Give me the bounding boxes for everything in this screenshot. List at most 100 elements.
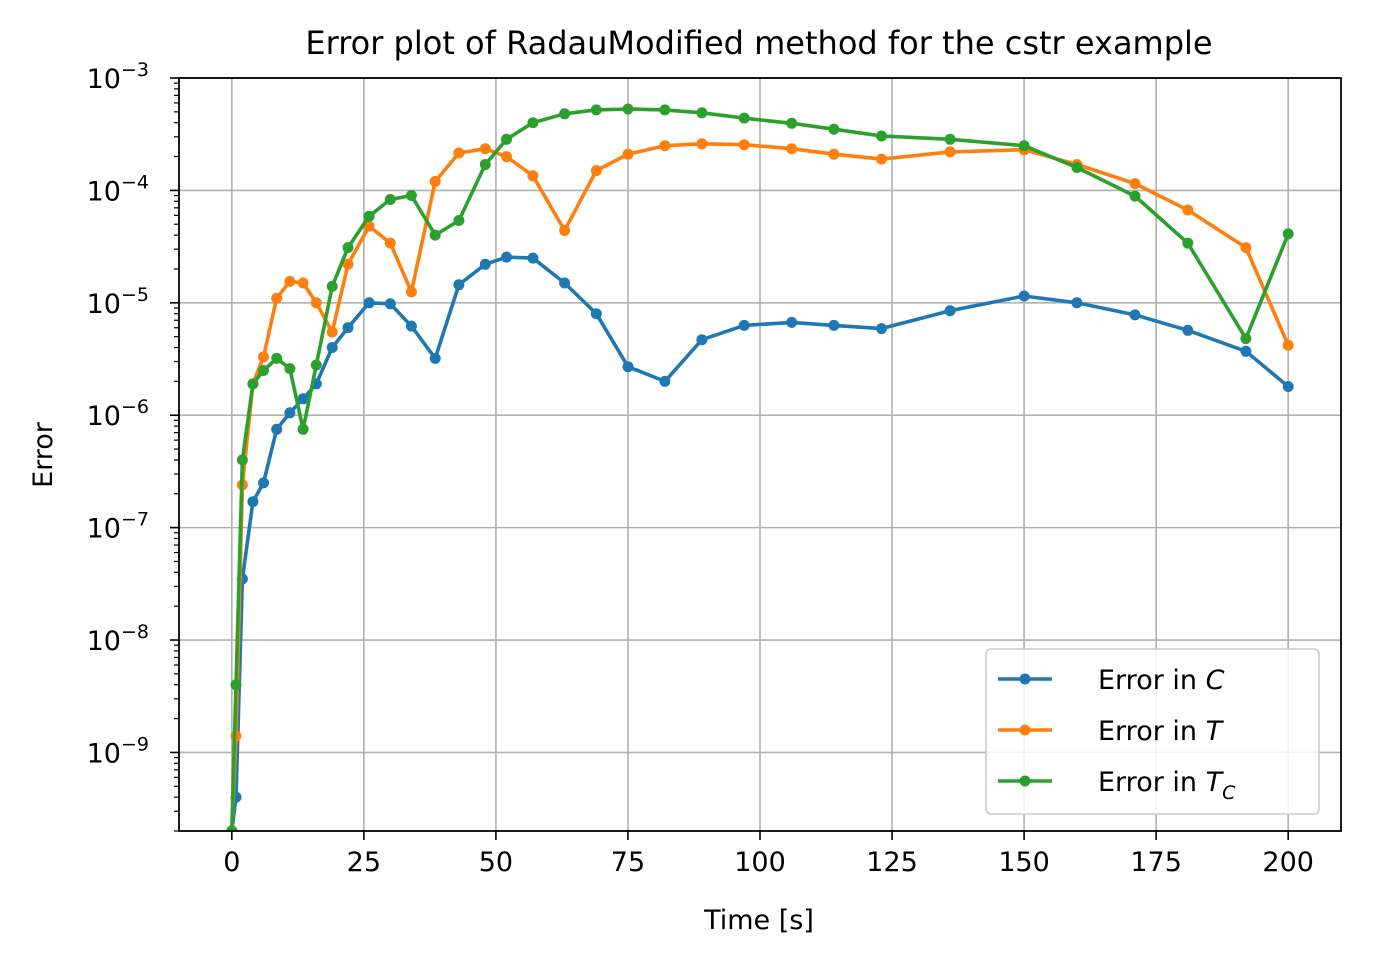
y-axis-label: Error [28,421,59,488]
data-point [876,323,887,335]
data-point [1282,339,1294,351]
axes: 0 25 50 75 100 125 150 175 200 10−9 10−8 10−7 10−6 10… [87,59,1342,878]
data-point [342,242,354,254]
data-point [271,292,283,304]
legend-item: Error in C [998,665,1225,696]
data-point [230,679,242,691]
data-point [1018,290,1030,302]
x-tick-label: 200 [1262,847,1314,878]
y-tick-label: 10−6 [87,396,149,432]
data-point [1240,242,1252,254]
data-point [271,352,283,364]
data-point [696,107,708,119]
data-point [384,237,396,249]
legend-box [985,648,1320,815]
legend-swatch-marker [1019,673,1031,685]
x-tick-label: 150 [998,847,1050,878]
data-point [590,104,602,116]
legend: Error in C Error in T Error in TC [985,648,1320,815]
legend-item: Error in T [998,716,1225,747]
data-point [828,148,840,160]
plot-frame [178,77,1342,832]
legend-item: Error in TC [998,767,1236,804]
data-point [429,176,441,187]
data-point [326,326,338,338]
data-point [696,138,708,150]
data-point [527,252,539,264]
data-point [453,215,465,226]
legend-label: Error in TC [1098,767,1236,804]
data-point [696,334,708,346]
data-point [1182,237,1194,249]
data-point [1129,190,1141,202]
x-tick-label: 100 [734,847,786,878]
data-point [559,108,571,120]
data-point [284,407,296,419]
data-point [236,454,248,466]
data-point [405,190,417,201]
data-point [284,363,296,375]
x-tick-label: 25 [347,847,381,878]
y-tick-label: 10−9 [87,733,149,769]
data-point [1129,309,1141,321]
data-point [363,210,375,222]
data-point [1182,324,1194,336]
data-point [527,170,539,182]
data-point [247,378,259,390]
data-point [590,308,602,320]
data-point [297,423,309,435]
data-point [944,133,956,145]
x-tick-label: 0 [223,847,240,878]
data-point [622,103,634,115]
data-point [384,298,396,310]
data-point [738,112,750,124]
data-point [310,297,322,309]
y-tick-label: 10−5 [87,284,149,320]
data-point [326,280,338,292]
y-tick-label: 10−4 [87,171,149,207]
y-tick-label: 10−8 [87,621,149,657]
data-point [1282,381,1294,392]
data-point [659,375,671,387]
data-point [479,159,491,170]
data-point [1240,333,1252,345]
chart-title: Error plot of RadauModified method for t… [305,24,1212,62]
x-tick-label: 125 [866,847,918,878]
x-tick-label: 50 [479,847,513,878]
y-tick-label: 10−7 [87,509,149,545]
data-point [659,140,671,152]
data-point [297,393,309,405]
data-point [247,496,259,508]
data-point [738,139,750,151]
data-point [297,277,309,289]
data-point [622,148,634,160]
data-point [342,258,354,270]
data-point [258,477,269,489]
data-point [284,275,296,287]
data-point [501,133,512,145]
data-point [944,146,956,158]
data-point [429,352,441,364]
data-point [258,351,269,363]
data-point [405,320,417,332]
data-point [271,423,283,435]
data-point [876,130,887,142]
legend-swatch-marker [1019,724,1031,736]
x-axis-label: Time [s] [703,905,814,936]
data-point [786,316,798,328]
data-point [622,361,634,373]
series-layer [226,103,1294,831]
data-point [429,229,441,241]
data-point [1071,162,1083,173]
data-point [1129,178,1141,190]
series-3 [226,103,1294,831]
data-point [363,297,375,309]
data-point [786,117,798,129]
data-point [310,359,322,371]
data-point [1240,345,1252,357]
data-point [1282,228,1294,240]
data-point [342,322,354,334]
data-point [501,151,512,163]
data-point [559,277,571,289]
